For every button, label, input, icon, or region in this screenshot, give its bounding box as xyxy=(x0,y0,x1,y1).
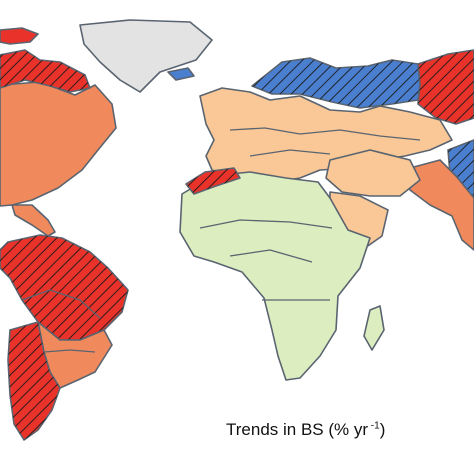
hatch-south-america-south xyxy=(8,322,60,440)
region-north-america xyxy=(0,81,117,207)
hatch-siberia xyxy=(418,50,474,124)
legend-title-prefix: Trends in BS (% yr xyxy=(226,420,369,439)
legend-title-suffix: ) xyxy=(379,420,386,439)
hatch-south-america-north xyxy=(0,235,128,340)
hatch-east-asia xyxy=(448,140,474,196)
legend-title: Trends in BS (% yr -1) xyxy=(226,420,385,440)
hatch-north-africa-coast xyxy=(186,168,240,194)
region-greenland xyxy=(79,19,213,93)
hatch-scandinavia-russia-west xyxy=(252,58,420,108)
region-central-asia xyxy=(325,149,421,197)
border-south-america xyxy=(21,289,101,353)
region-canada-islands xyxy=(0,27,39,45)
legend-title-superscript: -1 xyxy=(368,420,380,432)
hatch-canada-north xyxy=(0,50,90,92)
region-central-america xyxy=(11,204,56,237)
region-south-asia xyxy=(409,159,474,251)
region-iceland xyxy=(167,67,195,81)
border-africa xyxy=(199,219,333,301)
region-africa xyxy=(179,171,371,381)
border-europe xyxy=(229,127,421,157)
region-madagascar xyxy=(363,305,385,351)
